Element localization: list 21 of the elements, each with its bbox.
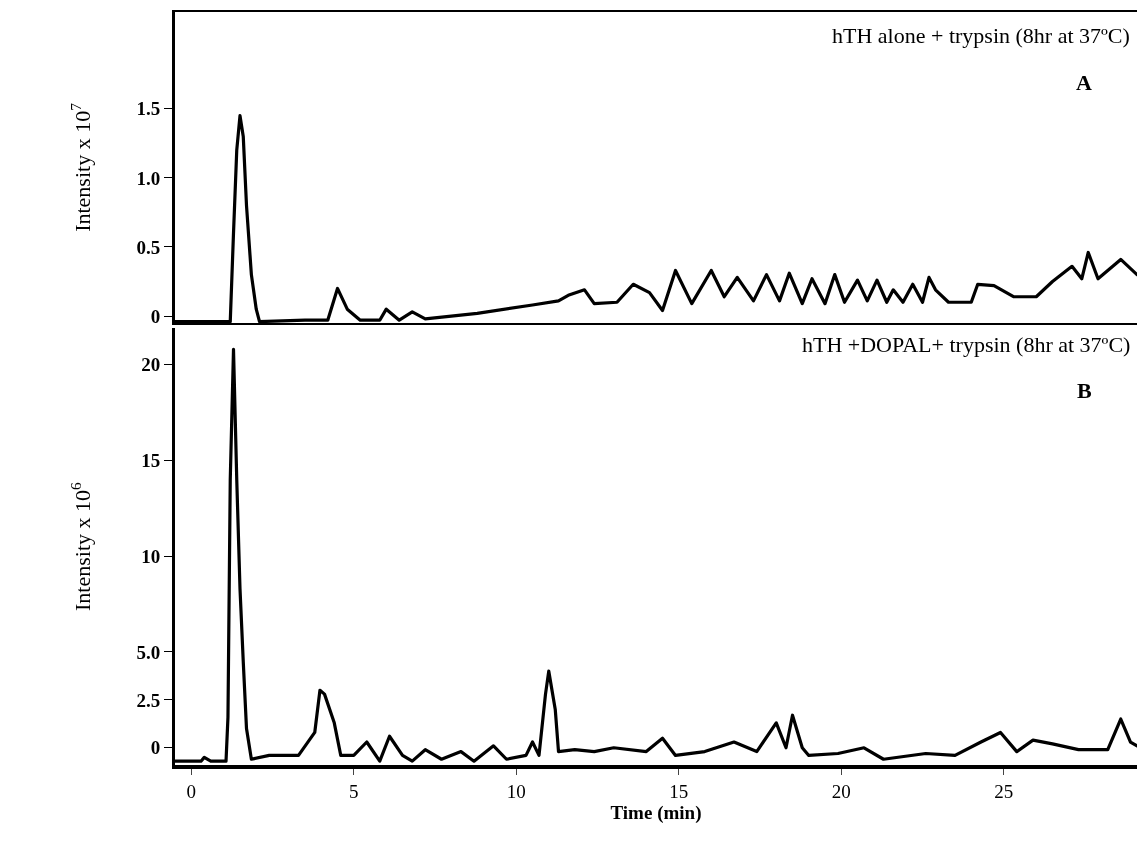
y-tick-label: 1.5 [136, 98, 161, 120]
annotation: B [1077, 378, 1092, 403]
y-tick-label: 10 [141, 545, 161, 567]
annotation: hTH alone + trypsin (8hr at 37ºC) [832, 23, 1130, 48]
y-tick-label: 20 [141, 354, 161, 376]
y-tick-label: 15 [141, 450, 161, 472]
x-tick-label: 20 [831, 780, 851, 802]
annotation: A [1076, 70, 1092, 95]
y-tick-label: 0 [150, 737, 161, 759]
x-tick-label: 5 [349, 780, 359, 802]
y-tick-label: 5.0 [136, 641, 161, 663]
y-tick-label: 2.5 [136, 689, 161, 711]
y-tick-label: 1.0 [136, 167, 161, 189]
x-tick-label: 0 [186, 780, 196, 802]
x-tick-label: 10 [506, 780, 526, 802]
x-axis-title: Time (min) [610, 801, 702, 824]
x-tick-label: 25 [994, 780, 1014, 802]
x-tick-label: 15 [669, 780, 689, 802]
y-tick-label: 0.5 [136, 236, 161, 258]
y-tick-label: 0 [150, 305, 161, 327]
annotation: hTH +DOPAL+ trypsin (8hr at 37ºC) [802, 332, 1131, 357]
